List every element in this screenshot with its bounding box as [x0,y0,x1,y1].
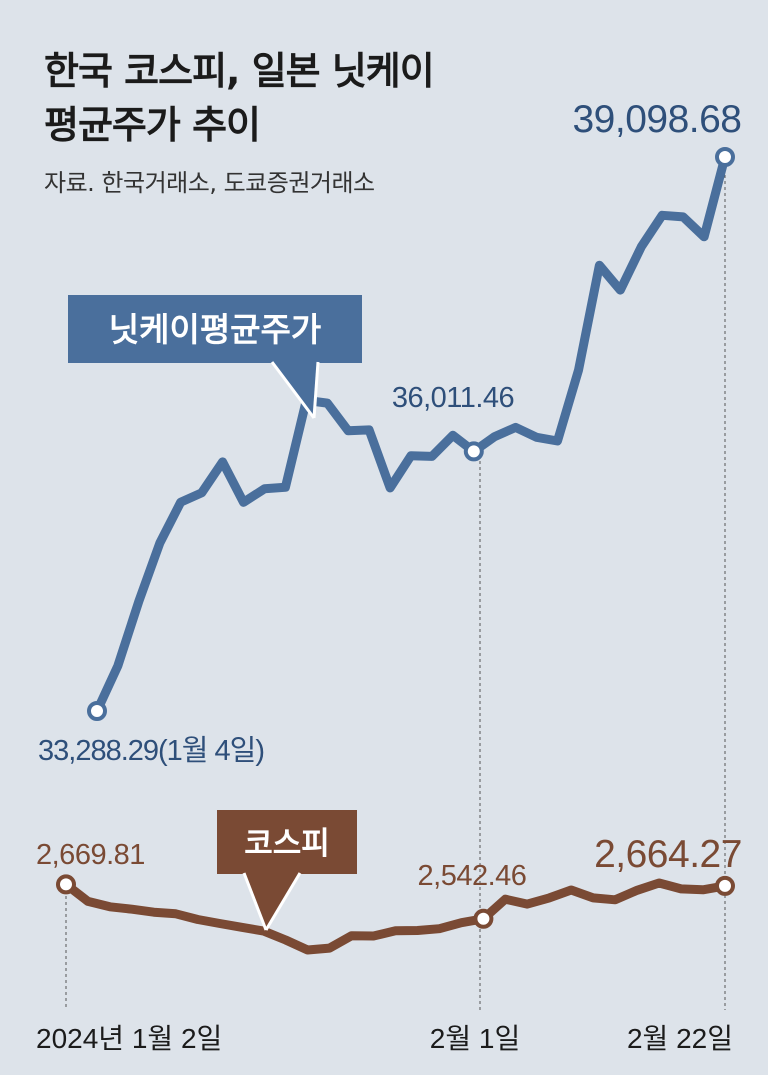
kospi-point-marker [56,874,76,895]
nikkei-legend: 닛케이평균주가 [68,295,362,419]
nikkei-point-marker [715,147,735,167]
kospi-end-label: 2,664.27 [594,833,742,876]
x-label-end: 2월 22일 [627,1023,733,1054]
nikkei-legend-label: 닛케이평균주가 [109,310,322,349]
kospi-series-line [61,878,730,955]
nikkei-point-marker [87,701,107,721]
kospi-legend-label: 코스피 [244,826,330,862]
nikkei-end-label: 39,098.68 [572,98,741,141]
nikkei-mid-label: 36,011.46 [392,382,514,414]
kospi-legend: 코스피 [217,810,357,931]
kospi-start-label: 2,669.81 [36,839,145,871]
source-note: 자료. 한국거래소, 도쿄증권거래소 [44,169,375,197]
nikkei-series-line [92,152,730,716]
x-label-start: 2024년 1월 2일 [36,1023,222,1054]
nikkei-point-marker [463,441,484,462]
chart-title: 한국 코스피, 일본 닛케이 평균주가 추이 [44,44,435,152]
kospi-point-marker [715,875,735,896]
kospi-point-marker [473,908,494,929]
x-label-mid: 2월 1일 [430,1023,520,1054]
title-line-1: 한국 코스피, 일본 닛케이 [44,49,435,93]
kospi-mid-label: 2,542.46 [418,860,527,892]
nikkei-start-label: 33,288.29(1월 4일) [38,734,264,767]
title-line-2: 평균주가 추이 [44,103,261,147]
